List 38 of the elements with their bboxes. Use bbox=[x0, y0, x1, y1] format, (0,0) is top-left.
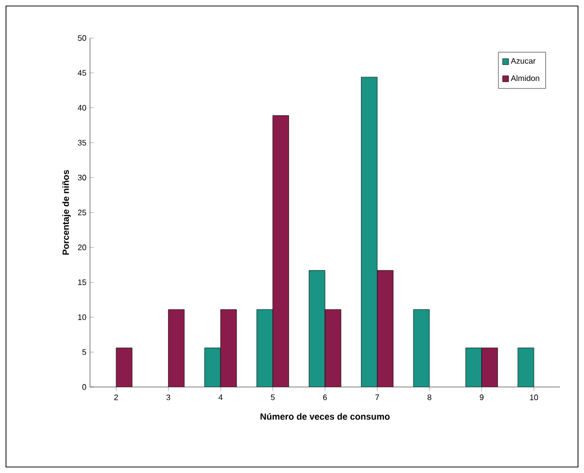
y-tick-label: 10 bbox=[78, 314, 86, 320]
legend-label: Azucar bbox=[510, 58, 536, 64]
x-tick-label: 3 bbox=[166, 394, 170, 400]
y-axis-title: Porcentaje de niños bbox=[62, 170, 71, 255]
y-tick-label: 50 bbox=[78, 35, 86, 41]
bar bbox=[518, 348, 534, 387]
bar bbox=[377, 270, 394, 387]
bar bbox=[481, 348, 498, 387]
bar bbox=[272, 115, 289, 387]
y-tick-label: 35 bbox=[78, 140, 86, 146]
x-tick-label: 9 bbox=[480, 394, 484, 400]
x-tick-label: 7 bbox=[375, 394, 380, 400]
legend-label: Almidon bbox=[510, 75, 540, 82]
bar bbox=[466, 348, 482, 387]
bar bbox=[116, 348, 132, 387]
x-tick-label: 6 bbox=[323, 394, 327, 400]
x-axis-title: Número de veces de consumo bbox=[260, 413, 390, 420]
y-tick-label: 0 bbox=[82, 384, 86, 390]
bar bbox=[309, 270, 325, 387]
bar bbox=[204, 348, 221, 387]
bar bbox=[220, 310, 237, 387]
x-tick-label: 10 bbox=[530, 394, 538, 400]
bar bbox=[413, 310, 430, 387]
bar bbox=[325, 310, 341, 387]
x-tick-label: 5 bbox=[270, 394, 275, 400]
y-tick-label: 5 bbox=[82, 349, 86, 355]
x-tick-label: 4 bbox=[218, 394, 223, 400]
y-tick-label: 25 bbox=[78, 210, 86, 216]
y-tick-label: 40 bbox=[78, 104, 86, 111]
y-tick-label: 15 bbox=[78, 279, 86, 286]
bar bbox=[168, 310, 184, 387]
x-tick-label: 2 bbox=[114, 394, 118, 400]
y-tick-label: 30 bbox=[78, 174, 86, 180]
bar bbox=[256, 310, 273, 387]
y-tick-label: 20 bbox=[78, 244, 86, 250]
x-tick-label: 8 bbox=[428, 394, 432, 400]
bar bbox=[361, 77, 378, 387]
y-tick-label: 45 bbox=[78, 70, 86, 76]
